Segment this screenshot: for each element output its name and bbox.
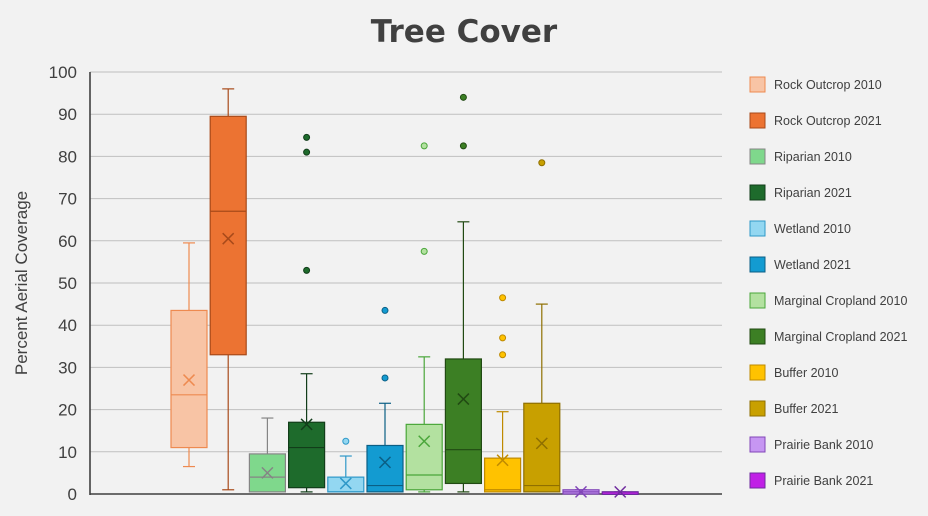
legend: Rock Outcrop 2010 Rock Outcrop 2021 Ripari…: [749, 76, 907, 489]
legend-label: Buffer 2021: [774, 402, 838, 416]
y-tick-label: 30: [58, 358, 77, 377]
box-series-item: [209, 88, 247, 491]
y-tick-label: 100: [49, 63, 77, 82]
box-series-item: [366, 306, 404, 493]
outlier-point: [538, 159, 546, 167]
legend-swatch: [749, 112, 766, 129]
legend-swatch: [749, 148, 766, 165]
outlier-point: [499, 294, 507, 302]
legend-swatch: [749, 436, 766, 453]
outlier-point: [381, 306, 389, 314]
legend-label: Wetland 2021: [774, 258, 851, 272]
y-tick-label: 90: [58, 105, 77, 124]
outlier-point: [342, 437, 350, 445]
legend-swatch: [749, 220, 766, 237]
y-tick-labels: 0 10 20 30 40 50 60 70 80 90 100: [49, 63, 77, 504]
box-series-item: [562, 485, 600, 498]
box: [288, 421, 326, 489]
legend-label: Riparian 2021: [774, 186, 852, 200]
outlier-point: [303, 266, 311, 274]
box: [444, 358, 482, 485]
box: [366, 444, 404, 493]
box-series-item: [248, 417, 286, 493]
y-tick-label: 20: [58, 401, 77, 420]
legend-label: Buffer 2010: [774, 366, 838, 380]
box-series-item: [170, 242, 208, 468]
legend-swatch: [749, 184, 766, 201]
legend-swatch: [749, 364, 766, 381]
y-tick-label: 80: [58, 147, 77, 166]
y-axis-label: Percent Aerial Coverage: [12, 191, 31, 375]
legend-swatch: [749, 328, 766, 345]
outlier-point: [381, 374, 389, 382]
mean-marker: [418, 435, 431, 448]
outlier-point: [420, 142, 428, 150]
outlier-point: [459, 142, 467, 150]
legend-swatch: [749, 400, 766, 417]
legend-item: Rock Outcrop 2021: [749, 112, 882, 129]
legend-item: Buffer 2010: [749, 364, 838, 381]
box-series-item: [601, 485, 639, 498]
y-tick-label: 40: [58, 316, 77, 335]
box-series-item: [327, 437, 365, 493]
legend-item: Wetland 2021: [749, 256, 851, 273]
mean-marker: [300, 418, 313, 431]
box-series-item: [288, 133, 326, 493]
y-tick-label: 50: [58, 274, 77, 293]
box-series-item: [444, 93, 482, 493]
legend-item: Rock Outcrop 2010: [749, 76, 882, 93]
outlier-point: [499, 351, 507, 359]
y-tick-label: 70: [58, 190, 77, 209]
outlier-point: [303, 133, 311, 141]
legend-swatch: [749, 292, 766, 309]
y-tick-label: 10: [58, 443, 77, 462]
y-tick-label: 0: [68, 485, 77, 504]
legend-label: Rock Outcrop 2010: [774, 78, 882, 92]
mean-marker: [614, 485, 627, 498]
chart-title: Tree Cover: [371, 14, 558, 50]
mean-marker: [535, 437, 548, 450]
outlier-point: [459, 93, 467, 101]
legend-item: Prairie Bank 2021: [749, 472, 873, 489]
box: [484, 457, 522, 493]
legend-swatch: [749, 76, 766, 93]
mean-marker: [574, 485, 588, 498]
mean-marker: [182, 374, 196, 387]
legend-label: Riparian 2010: [774, 150, 852, 164]
outlier-point: [420, 247, 428, 255]
legend-item: Riparian 2021: [749, 184, 852, 201]
box: [523, 402, 561, 493]
mean-marker: [457, 393, 470, 406]
legend-label: Rock Outcrop 2021: [774, 114, 882, 128]
legend-label: Marginal Cropland 2021: [774, 330, 907, 344]
legend-label: Marginal Cropland 2010: [774, 294, 907, 308]
outlier-point: [303, 148, 311, 156]
legend-label: Prairie Bank 2021: [774, 474, 873, 488]
box: [405, 423, 443, 491]
box-series-item: [405, 142, 443, 493]
mean-marker: [378, 456, 392, 469]
box-series: [170, 88, 639, 498]
box: [209, 115, 247, 356]
outlier-point: [499, 334, 507, 342]
box-series-item: [523, 159, 561, 493]
y-tick-label: 60: [58, 232, 77, 251]
legend-label: Wetland 2010: [774, 222, 851, 236]
legend-item: Wetland 2010: [749, 220, 851, 237]
legend-swatch: [749, 256, 766, 273]
mean-marker: [261, 466, 274, 479]
legend-label: Prairie Bank 2010: [774, 438, 873, 452]
mean-marker: [496, 454, 509, 467]
legend-item: Marginal Cropland 2010: [749, 292, 907, 309]
legend-item: Marginal Cropland 2021: [749, 328, 907, 345]
mean-marker: [339, 477, 352, 490]
legend-swatch: [749, 472, 766, 489]
legend-item: Buffer 2021: [749, 400, 838, 417]
legend-item: Prairie Bank 2010: [749, 436, 873, 453]
box-series-item: [484, 294, 522, 493]
legend-item: Riparian 2010: [749, 148, 852, 165]
mean-marker: [222, 232, 235, 245]
